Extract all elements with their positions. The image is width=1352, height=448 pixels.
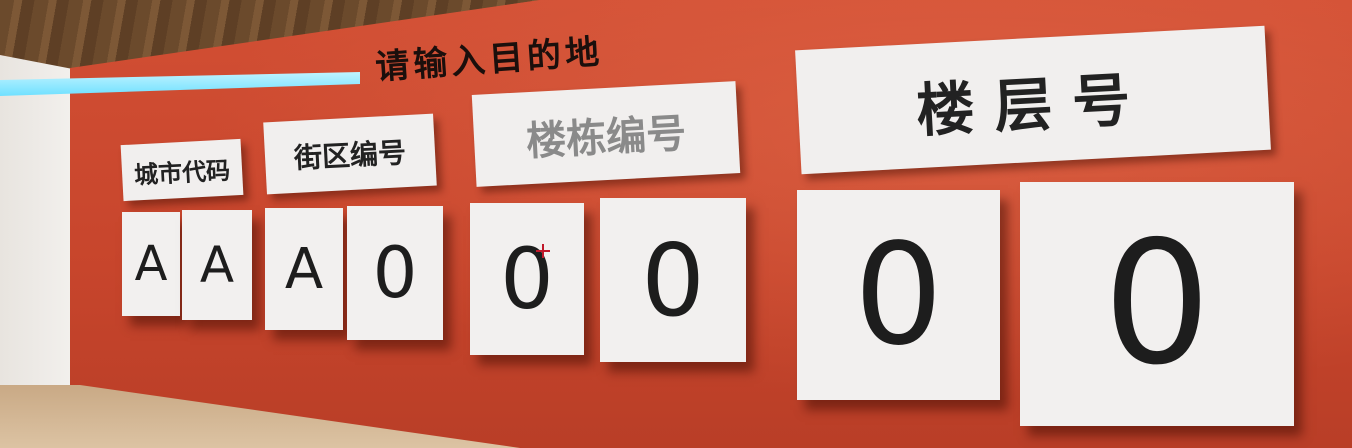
label-building-code-text: 楼栋编号 <box>525 109 688 166</box>
digit-card-6[interactable]: 0 <box>600 198 746 362</box>
label-street-code: 街区编号 <box>263 113 437 195</box>
label-floor-number: 楼层号 <box>795 25 1271 175</box>
digit-card-2[interactable]: A <box>182 210 252 320</box>
digit-card-7[interactable]: 0 <box>797 190 1000 400</box>
digit-card-4-value: 0 <box>372 232 418 314</box>
digit-card-4[interactable]: 0 <box>347 206 443 340</box>
label-floor-number-text: 楼层号 <box>914 64 1152 146</box>
digit-card-3[interactable]: A <box>265 208 343 330</box>
digit-card-2-value: A <box>199 236 235 294</box>
label-street-code-text: 街区编号 <box>293 136 407 175</box>
digit-card-5[interactable]: 0 <box>470 203 584 355</box>
label-building-code: 楼栋编号 <box>471 81 741 187</box>
digit-card-6-value: 0 <box>641 221 705 339</box>
crosshair-icon <box>536 244 550 258</box>
side-wall <box>0 55 78 395</box>
digit-card-3-value: A <box>284 236 324 302</box>
label-city-code: 城市代码 <box>120 138 244 202</box>
digit-card-8[interactable]: 0 <box>1020 182 1294 426</box>
digit-card-1[interactable]: A <box>122 212 180 316</box>
digit-card-8-value: 0 <box>1102 205 1212 403</box>
digit-card-1-value: A <box>134 236 168 292</box>
digit-card-7-value: 0 <box>853 213 944 377</box>
digit-card-5-value: 0 <box>500 230 554 328</box>
label-city-code-text: 城市代码 <box>133 155 231 189</box>
